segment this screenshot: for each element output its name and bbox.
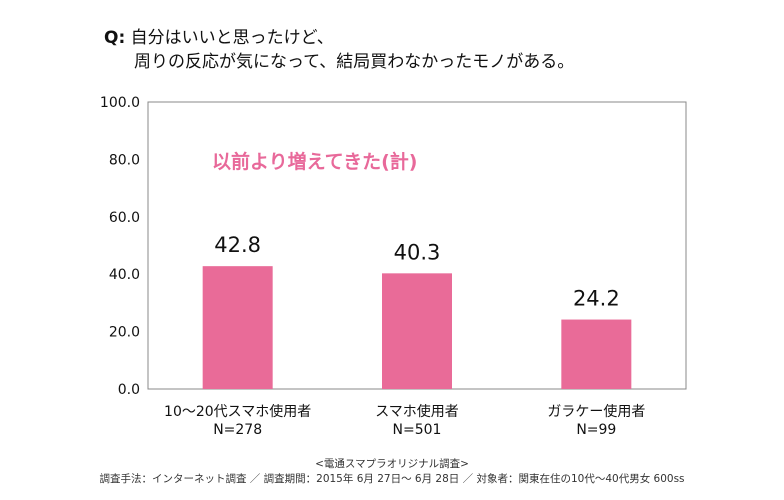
x-tick-label: 10～20代スマホ使用者: [164, 403, 311, 420]
value-label: 40.3: [394, 240, 441, 264]
y-tick-label: 60.0: [109, 210, 140, 226]
question-prefix: Q:: [104, 28, 126, 48]
sample-size-label: N=278: [213, 422, 262, 438]
y-tick-label: 40.0: [109, 267, 140, 283]
bar: [382, 273, 452, 389]
question-line-2: 周りの反応が気になって、結局買わなかったモノがある。: [134, 52, 575, 72]
y-tick-label: 20.0: [109, 325, 140, 341]
y-tick-label: 100.0: [100, 95, 140, 111]
x-tick-label: ガラケー使用者: [547, 403, 645, 420]
value-label: 24.2: [573, 287, 620, 311]
value-label: 42.8: [214, 233, 261, 257]
y-tick-label: 80.0: [109, 152, 140, 168]
sample-size-label: N=99: [576, 422, 616, 438]
source-note: <電通スマプラオリジナル調査>: [315, 458, 469, 470]
x-tick-label: スマホ使用者: [375, 403, 459, 420]
question-line-1: Q: 自分はいいと思ったけど、: [104, 26, 334, 50]
chart-title: 以前より増えてきた(計): [212, 150, 417, 173]
bar: [561, 319, 632, 389]
bar: [202, 266, 273, 389]
question-text-1: 自分はいいと思ったけど、: [130, 28, 334, 48]
y-tick-label: 0.0: [118, 382, 140, 398]
sample-size-label: N=501: [393, 422, 442, 438]
method-note: 調査手法：インターネット調査 ／ 調査期間：2015年 6月 27日～ 6月 2…: [99, 473, 685, 485]
